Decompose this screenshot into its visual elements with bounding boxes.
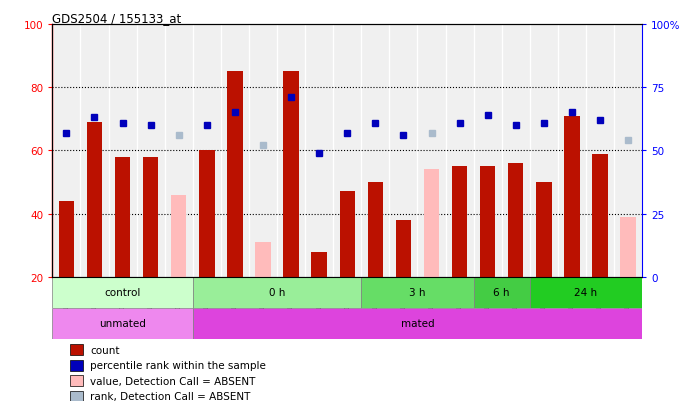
Bar xyxy=(137,25,165,277)
Bar xyxy=(368,183,383,277)
Bar xyxy=(193,308,642,339)
Bar xyxy=(339,192,355,277)
Text: mated: mated xyxy=(401,318,434,328)
Bar xyxy=(593,154,608,277)
Text: unmated: unmated xyxy=(99,318,146,328)
Bar xyxy=(621,217,636,277)
Text: value, Detection Call = ABSENT: value, Detection Call = ABSENT xyxy=(90,376,255,386)
Text: count: count xyxy=(90,345,119,355)
Text: 6 h: 6 h xyxy=(493,287,510,298)
Text: 0 h: 0 h xyxy=(269,287,285,298)
Bar xyxy=(333,25,362,277)
Bar xyxy=(362,277,474,308)
Bar xyxy=(389,25,417,277)
Bar xyxy=(277,25,305,277)
Bar xyxy=(70,375,83,387)
Bar xyxy=(396,221,411,277)
Bar xyxy=(452,167,468,277)
Bar xyxy=(52,25,80,277)
Bar xyxy=(70,391,83,402)
Bar xyxy=(508,164,524,277)
Text: GDS2504 / 155133_at: GDS2504 / 155133_at xyxy=(52,12,181,25)
Bar xyxy=(255,242,271,277)
Bar xyxy=(614,25,642,277)
Bar xyxy=(311,252,327,277)
Bar xyxy=(536,183,551,277)
Bar xyxy=(227,72,243,277)
Bar xyxy=(115,157,131,277)
Bar xyxy=(474,25,502,277)
Bar xyxy=(199,151,214,277)
Bar xyxy=(87,123,102,277)
Bar xyxy=(80,25,108,277)
Text: 3 h: 3 h xyxy=(409,287,426,298)
Bar xyxy=(586,25,614,277)
Bar xyxy=(70,344,83,356)
Bar xyxy=(530,25,558,277)
Bar xyxy=(52,277,193,308)
Bar xyxy=(165,25,193,277)
Bar xyxy=(445,25,474,277)
Bar xyxy=(52,308,193,339)
Bar xyxy=(283,72,299,277)
Text: percentile rank within the sample: percentile rank within the sample xyxy=(90,361,266,370)
Bar xyxy=(108,25,137,277)
Bar xyxy=(305,25,333,277)
Bar xyxy=(558,25,586,277)
Bar xyxy=(502,25,530,277)
Text: 24 h: 24 h xyxy=(574,287,597,298)
Bar xyxy=(417,25,445,277)
Bar xyxy=(480,167,496,277)
Bar xyxy=(193,277,362,308)
Bar xyxy=(193,25,221,277)
Bar xyxy=(564,116,579,277)
Text: rank, Detection Call = ABSENT: rank, Detection Call = ABSENT xyxy=(90,391,251,401)
Bar xyxy=(59,202,74,277)
Bar xyxy=(70,360,83,371)
Bar xyxy=(221,25,249,277)
Bar xyxy=(424,170,439,277)
Bar xyxy=(530,277,642,308)
Bar xyxy=(171,195,186,277)
Bar xyxy=(474,277,530,308)
Bar xyxy=(362,25,389,277)
Bar xyxy=(143,157,158,277)
Text: control: control xyxy=(105,287,141,298)
Bar xyxy=(249,25,277,277)
